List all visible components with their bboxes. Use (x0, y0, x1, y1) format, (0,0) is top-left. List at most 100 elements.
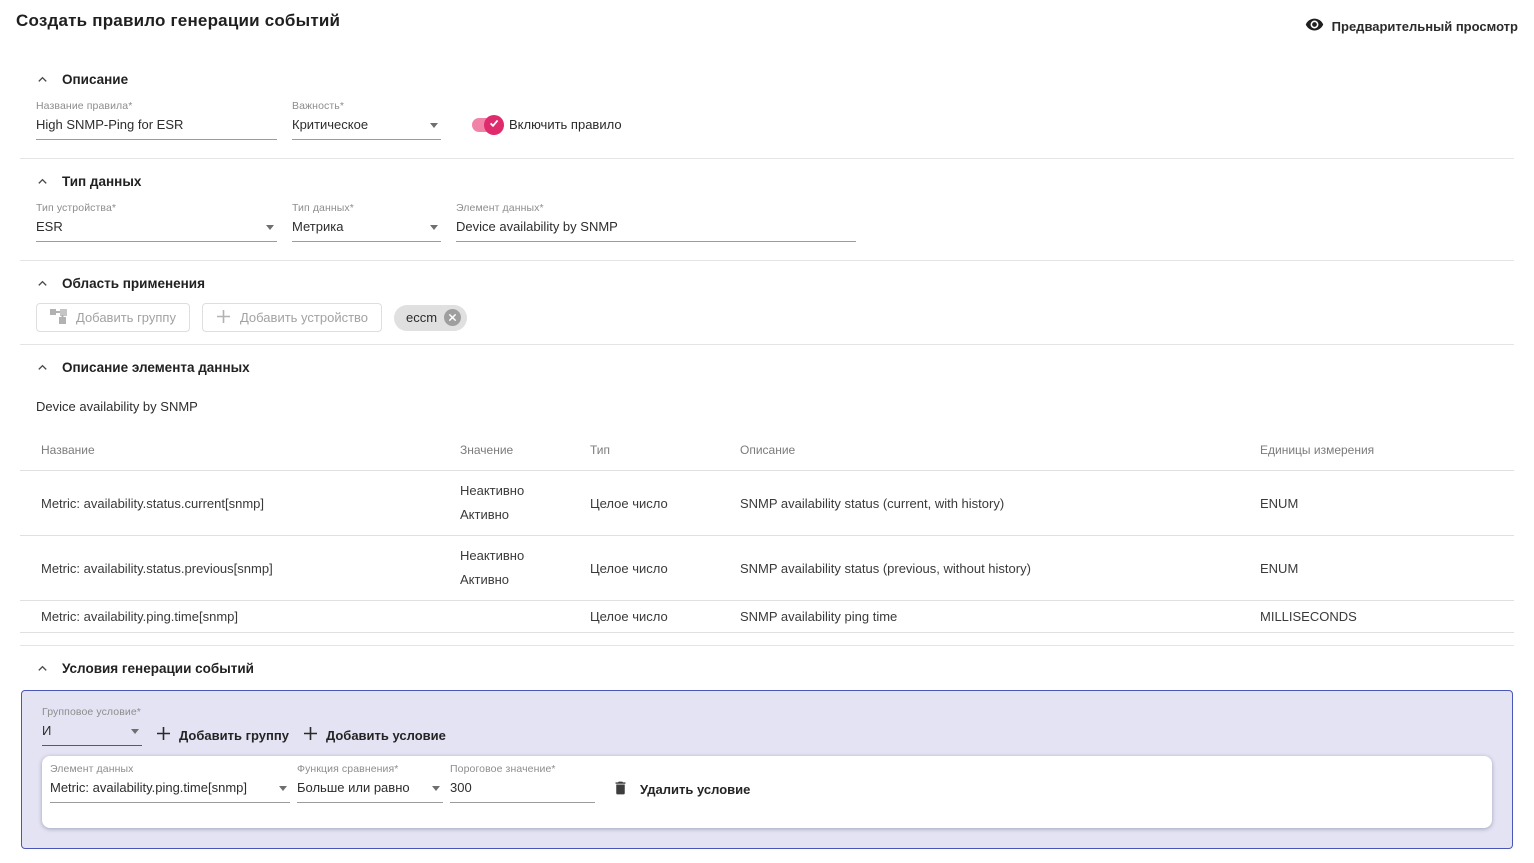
topbar: Создать правило генерации событий Предва… (0, 0, 1534, 41)
data-kind-select[interactable]: Тип данных* Метрика (292, 202, 441, 242)
section-data-type-header[interactable]: Тип данных (20, 174, 1514, 189)
condition-element-label: Элемент данных (50, 763, 134, 775)
section-data-type: Тип данных Тип устройства* ESR Тип данны… (20, 174, 1514, 261)
col-header-type: Тип (590, 431, 740, 471)
threshold-field[interactable]: Пороговое значение* 300 (450, 763, 595, 803)
dropdown-arrow-icon (430, 225, 438, 230)
severity-value[interactable]: Критическое (292, 115, 441, 140)
dropdown-arrow-icon (430, 123, 438, 128)
cell-values: Неактивно Активно (460, 470, 590, 536)
table-row: Metric: availability.status.current[snmp… (20, 470, 1514, 536)
section-title: Описание (62, 72, 129, 87)
section-scope-header[interactable]: Область применения (20, 276, 1514, 291)
add-group-condition-button[interactable]: Добавить группу (156, 724, 289, 746)
plus-icon (156, 726, 171, 744)
chevron-up-icon[interactable] (36, 361, 49, 374)
add-device-label: Добавить устройство (239, 310, 369, 325)
rule-name-label: Название правила* (36, 100, 133, 112)
device-type-value[interactable]: ESR (36, 217, 277, 242)
scope-controls: Добавить группу Добавить устройство eccm (36, 303, 1514, 332)
severity-select[interactable]: Важность* Критическое (292, 100, 441, 140)
add-condition-button[interactable]: Добавить условие (303, 724, 446, 746)
cell-values: Неактивно Активно (460, 535, 590, 601)
condition-card: Элемент данных Metric: availability.ping… (42, 756, 1492, 828)
cell-description: SNMP availability status (previous, with… (740, 535, 1260, 601)
col-header-units: Единицы измерения (1260, 431, 1514, 471)
cell-name: Metric: availability.status.current[snmp… (20, 470, 460, 536)
cell-values (460, 600, 590, 633)
condition-element-value[interactable]: Metric: availability.ping.time[snmp] (50, 778, 290, 803)
group-condition-select[interactable]: Групповое условие* И (42, 706, 142, 746)
plus-icon (303, 726, 318, 744)
section-title: Условия генерации событий (62, 661, 254, 676)
add-group-condition-label: Добавить группу (179, 727, 289, 743)
section-conditions-header[interactable]: Условия генерации событий (20, 661, 1514, 676)
element-subtitle: Device availability by SNMP (36, 399, 198, 414)
delete-condition-button[interactable]: Удалить условие (612, 779, 750, 800)
group-condition-value[interactable]: И (42, 721, 142, 746)
section-title: Область применения (62, 276, 205, 291)
data-element-value[interactable]: Device availability by SNMP (456, 217, 856, 242)
dropdown-arrow-icon (279, 786, 287, 791)
data-kind-label: Тип данных* (292, 202, 354, 214)
scope-chip-label: eccm (406, 310, 438, 325)
data-kind-value[interactable]: Метрика (292, 217, 441, 242)
cell-units: ENUM (1260, 535, 1514, 601)
toggle-track[interactable] (472, 114, 504, 135)
data-element-label: Элемент данных* (456, 202, 544, 214)
form-main: Описание Название правила* High SNMP-Pin… (0, 72, 1534, 863)
cell-description: SNMP availability status (current, with … (740, 470, 1260, 536)
eye-icon (1305, 15, 1324, 37)
condition-element-select[interactable]: Элемент данных Metric: availability.ping… (50, 763, 290, 803)
table-header-row: Название Значение Тип Описание Единицы и… (20, 431, 1514, 471)
divider (20, 645, 1514, 646)
delete-condition-label: Удалить условие (640, 782, 751, 797)
divider (20, 158, 1514, 159)
section-title: Описание элемента данных (62, 360, 250, 375)
section-element-description: Описание элемента данных Device availabi… (20, 360, 1514, 646)
page-title: Создать правило генерации событий (16, 11, 341, 30)
compare-function-select[interactable]: Функция сравнения* Больше или равно (297, 763, 443, 803)
plus-icon (216, 309, 231, 327)
add-group-button[interactable]: Добавить группу (36, 303, 190, 332)
cell-type: Целое число (590, 600, 740, 633)
cell-name: Metric: availability.status.previous[snm… (20, 535, 460, 601)
cell-description: SNMP availability ping time (740, 600, 1260, 633)
data-type-fields: Тип устройства* ESR Тип данных* Метрика … (36, 202, 1514, 242)
close-icon[interactable] (444, 309, 462, 326)
section-element-description-header[interactable]: Описание элемента данных (20, 360, 1514, 375)
compare-function-label: Функция сравнения* (297, 763, 399, 775)
description-fields: Название правила* High SNMP-Ping for ESR… (36, 100, 1514, 140)
cell-units: MILLISECONDS (1260, 600, 1514, 633)
section-description: Описание Название правила* High SNMP-Pin… (20, 72, 1514, 159)
table-row: Metric: availability.status.previous[snm… (20, 535, 1514, 601)
dropdown-arrow-icon (131, 729, 139, 734)
add-device-button[interactable]: Добавить устройство (201, 303, 383, 332)
compare-function-value[interactable]: Больше или равно (297, 778, 443, 803)
check-icon (488, 116, 500, 134)
data-element-field[interactable]: Элемент данных* Device availability by S… (456, 202, 856, 242)
section-description-header[interactable]: Описание (20, 72, 1514, 87)
rule-name-field[interactable]: Название правила* High SNMP-Ping for ESR (36, 100, 277, 140)
chevron-up-icon[interactable] (36, 73, 49, 86)
device-type-label: Тип устройства* (36, 202, 117, 214)
preview-button[interactable]: Предварительный просмотр (1305, 11, 1518, 41)
device-type-select[interactable]: Тип устройства* ESR (36, 202, 277, 242)
chevron-up-icon[interactable] (36, 662, 49, 675)
chevron-up-icon[interactable] (36, 277, 49, 290)
toggle-thumb[interactable] (484, 114, 504, 135)
chevron-up-icon[interactable] (36, 175, 49, 188)
threshold-value[interactable]: 300 (450, 778, 595, 803)
scope-chip[interactable]: eccm (394, 304, 468, 331)
threshold-label: Пороговое значение* (450, 763, 556, 775)
section-conditions: Условия генерации событий Групповое усло… (20, 661, 1514, 849)
enable-rule-label: Включить правило (509, 117, 622, 132)
cell-name: Metric: availability.ping.time[snmp] (20, 600, 460, 633)
col-header-description: Описание (740, 431, 1260, 471)
enable-rule-toggle[interactable]: Включить правило (472, 114, 622, 135)
cell-units: ENUM (1260, 470, 1514, 536)
group-condition-label: Групповое условие* (42, 706, 141, 718)
table-row: Metric: availability.ping.time[snmp] Цел… (20, 600, 1514, 633)
col-header-name: Название (20, 431, 460, 471)
rule-name-value[interactable]: High SNMP-Ping for ESR (36, 115, 277, 140)
